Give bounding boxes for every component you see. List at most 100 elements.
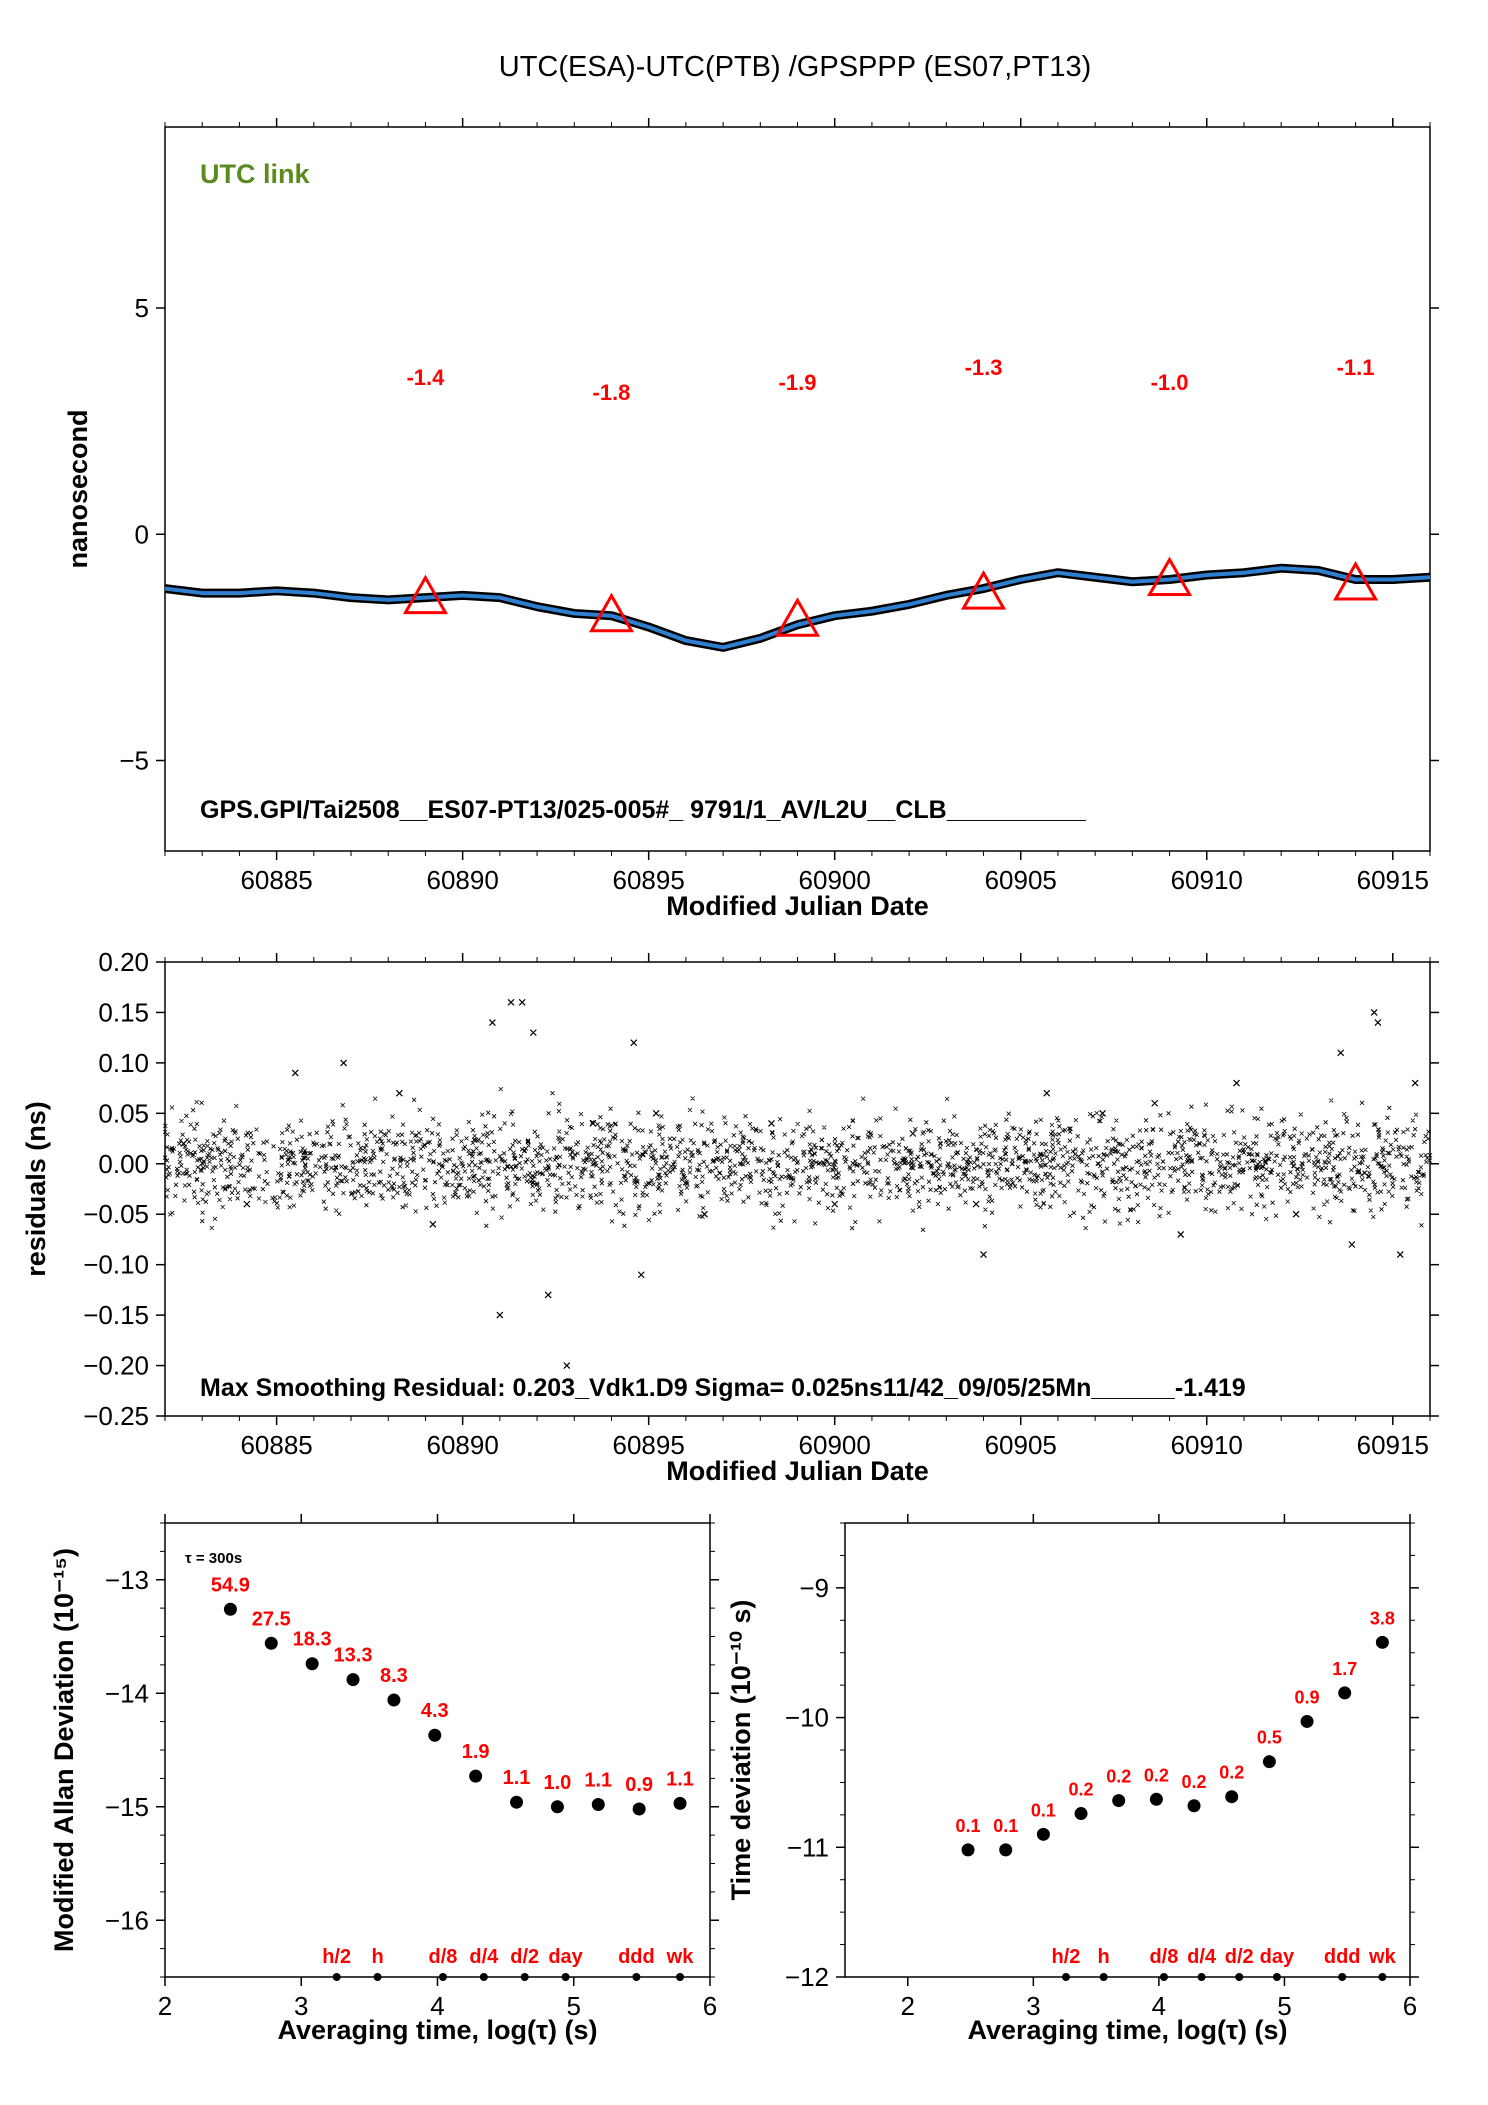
interval-label: ddd <box>1324 1946 1361 1968</box>
residual-point <box>340 1059 348 1067</box>
deviation-value-label: 4.3 <box>421 1700 449 1722</box>
interval-label: h/2 <box>322 1946 351 1968</box>
residual-point <box>701 1210 708 1218</box>
deviation-value-label: 3.8 <box>1370 1608 1395 1628</box>
tdev-panel: 2 3 4 5 6 −12 −11 −10 −9 Averaging time, log(τ) (… <box>726 1514 1419 2045</box>
y-tick-label: 0.10 <box>98 1048 149 1078</box>
residual-point <box>488 1019 496 1026</box>
interval-label: d/8 <box>1149 1946 1178 1968</box>
link-annotation: GPS.GPI/Tai2508__ES07-PT13/025-005#_ 979… <box>200 796 1087 824</box>
deviation-point <box>1074 1807 1088 1821</box>
x-tick-label: 2 <box>901 1991 915 2021</box>
interval-marker <box>676 1973 685 1981</box>
y-tick-label: −10 <box>785 1703 829 1733</box>
deviation-value-label: 13.3 <box>334 1645 373 1667</box>
deviation-value-label: 0.9 <box>1295 1687 1320 1707</box>
y-tick-label: −0.10 <box>83 1250 149 1280</box>
residuals-panel: 60885 60890 60895 60900 60905 60910 60915 −0.25… <box>21 947 1439 1486</box>
deviation-value-label: 1.9 <box>462 1741 490 1763</box>
deviation-value-label: 1.1 <box>584 1769 612 1791</box>
figure-title: UTC(ESA)-UTC(PTB) /GPSPPP (ES07,PT13) <box>499 51 1091 83</box>
interval-marker <box>632 1973 641 1981</box>
interval-label: day <box>1260 1946 1295 1968</box>
y-tick-label: −0.25 <box>83 1401 149 1431</box>
triangle-marker <box>1333 561 1379 601</box>
interval-label: h <box>371 1946 383 1968</box>
interval-marker <box>1159 1973 1168 1981</box>
residual-point <box>1370 1009 1378 1016</box>
x-tick-label: 60915 <box>1357 865 1429 895</box>
residual-point <box>589 1119 597 1127</box>
y-tick-label: 0.05 <box>98 1098 149 1128</box>
deviation-value-label: 27.5 <box>252 1608 291 1630</box>
residual-point <box>529 1029 537 1037</box>
deviation-value-label: 0.5 <box>1257 1728 1282 1748</box>
deviation-value-label: 0.2 <box>1069 1780 1094 1800</box>
y-tick-label: −11 <box>787 1832 829 1862</box>
deviation-point <box>1036 1827 1050 1841</box>
deviation-point <box>999 1843 1013 1857</box>
interval-marker <box>1338 1973 1347 1981</box>
residual-point <box>637 1271 645 1279</box>
deviation-value-label: 0.9 <box>625 1774 653 1796</box>
deviation-value-label: 0.1 <box>956 1816 981 1836</box>
x-tick-label: 6 <box>703 1991 717 2021</box>
y-tick-label: −0.15 <box>83 1300 149 1330</box>
x-axis-title: Averaging time, log(τ) (s) <box>277 2015 597 2045</box>
plot-frame <box>164 961 1431 1417</box>
residual-point <box>507 998 515 1006</box>
interval-marker <box>561 1973 570 1981</box>
mdev-panel: 2 3 4 5 6 −16 −15 −14 −13 Averaging time, log(τ) … <box>49 1514 719 2045</box>
x-tick-label: 60895 <box>613 1430 685 1460</box>
y-tick-label: −12 <box>785 1962 829 1992</box>
plot-frame <box>844 1522 1411 1978</box>
residual-point <box>909 1130 917 1137</box>
y-tick-label: −0.05 <box>83 1199 149 1229</box>
y-tick-label: −13 <box>105 1565 149 1595</box>
y-tick-label: −14 <box>105 1678 149 1708</box>
y-axis-title: Time deviation (10⁻¹⁰ s) <box>726 1600 756 1901</box>
residual-point <box>291 1069 299 1077</box>
residual-point <box>518 998 526 1006</box>
marker-value-label: -1.9 <box>779 370 817 395</box>
deviation-point <box>346 1673 360 1687</box>
x-tick-label: 2 <box>158 1991 172 2021</box>
residual-point <box>1151 1099 1159 1107</box>
y-axis-title: Modified Allan Deviation (10⁻¹⁵) <box>49 1548 79 1952</box>
deviation-value-label: 1.7 <box>1332 1659 1357 1679</box>
x-tick-label: 60905 <box>985 865 1057 895</box>
residual-point <box>1099 1109 1107 1117</box>
deviation-value-label: 18.3 <box>293 1629 332 1651</box>
x-tick-label: 5 <box>567 1991 581 2021</box>
residual-point <box>1348 1241 1356 1248</box>
interval-marker <box>479 1973 488 1981</box>
residual-point <box>1396 1251 1404 1259</box>
marker-value-label: -1.8 <box>593 380 631 405</box>
deviation-value-label: 0.2 <box>1106 1767 1131 1787</box>
residual-point <box>652 1109 660 1117</box>
deviation-point <box>264 1636 278 1650</box>
y-tick-label: −0.20 <box>83 1351 149 1381</box>
deviation-value-label: 0.2 <box>1144 1765 1169 1785</box>
x-tick-label: 60890 <box>426 1430 498 1460</box>
x-tick-label: 60910 <box>1171 1430 1243 1460</box>
residual-point <box>972 1200 980 1208</box>
x-tick-label: 60895 <box>613 865 685 895</box>
legend-utc-link: UTC link <box>200 159 310 189</box>
x-tick-label: 60885 <box>240 865 312 895</box>
interval-marker <box>1378 1973 1387 1981</box>
x-tick-label: 5 <box>1277 1991 1291 2021</box>
deviation-point <box>1187 1799 1201 1813</box>
residual-point <box>831 1200 839 1208</box>
deviation-value-label: 1.0 <box>543 1772 571 1794</box>
interval-marker <box>1099 1973 1108 1981</box>
deviation-point <box>1225 1790 1239 1804</box>
deviation-point <box>632 1802 646 1816</box>
x-tick-label: 60890 <box>426 865 498 895</box>
plot-frame <box>164 126 1431 852</box>
interval-label: h <box>1098 1946 1110 1968</box>
residual-point <box>563 1362 571 1369</box>
x-tick-label: 6 <box>1403 1991 1417 2021</box>
deviation-point <box>1112 1794 1126 1808</box>
residual-point <box>180 1140 188 1148</box>
